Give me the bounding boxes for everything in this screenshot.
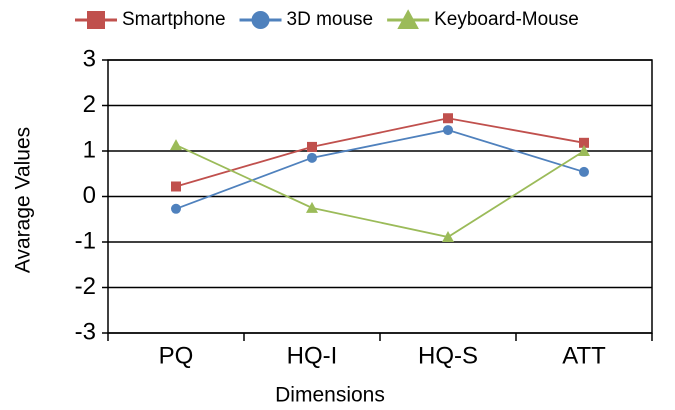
marker	[579, 137, 589, 148]
x-tick-label: HQ-S	[418, 342, 478, 369]
y-tick-label: -1	[75, 227, 96, 254]
marker	[307, 152, 317, 163]
marker	[307, 141, 317, 152]
y-tick-label: -3	[75, 318, 96, 345]
marker	[87, 11, 105, 29]
y-tick-label: 1	[83, 136, 96, 163]
y-tick-label: 2	[83, 91, 96, 118]
x-tick-label: HQ-I	[287, 342, 338, 369]
marker	[251, 11, 270, 29]
legend-label: Keyboard-Mouse	[434, 9, 579, 30]
marker	[397, 9, 419, 29]
series-line	[175, 117, 585, 188]
x-axis-label: Dimensions	[275, 384, 385, 407]
y-tick-label: 0	[83, 182, 96, 209]
marker	[170, 139, 182, 151]
legend-label: Smartphone	[122, 9, 226, 30]
series-line	[175, 129, 585, 210]
marker	[579, 166, 589, 177]
x-tick-label: PQ	[159, 342, 194, 369]
marker	[443, 125, 453, 136]
marker	[442, 230, 454, 242]
marker	[306, 201, 318, 213]
y-tick-label: -2	[75, 273, 96, 300]
marker	[171, 203, 181, 214]
marker	[171, 181, 181, 192]
y-axis-label: Avarage Values	[12, 127, 35, 273]
marker	[578, 145, 590, 156]
x-tick-label: ATT	[562, 342, 606, 369]
y-tick-label: 3	[83, 45, 96, 72]
series-line	[175, 144, 585, 238]
marker	[443, 113, 453, 124]
legend-label: 3D mouse	[287, 9, 374, 30]
